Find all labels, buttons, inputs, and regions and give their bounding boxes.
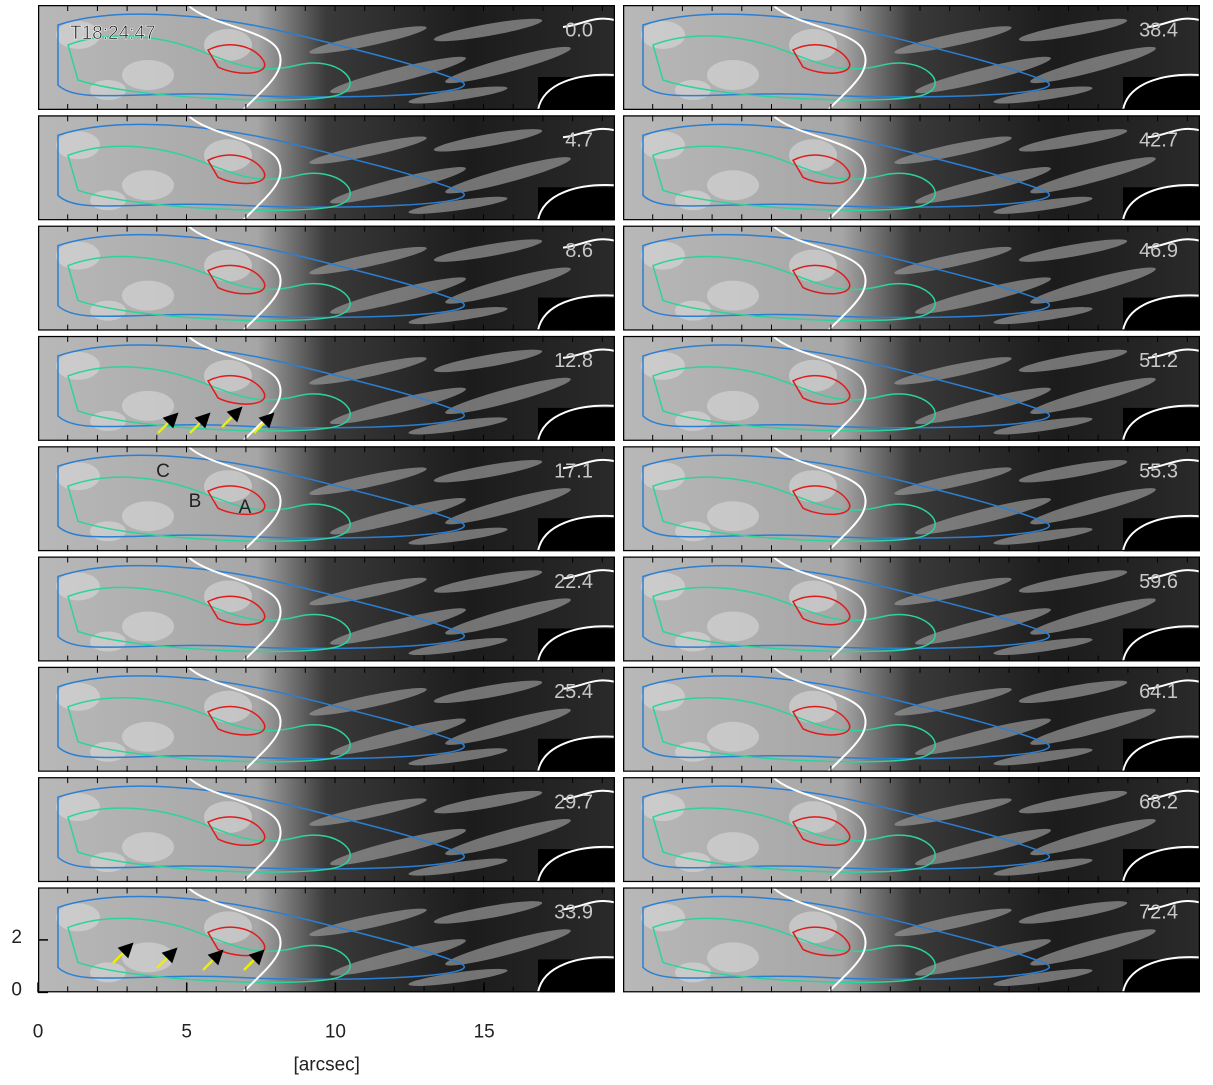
time-label: 59.6 [1139,571,1178,593]
time-label: 4.7 [565,130,593,152]
region-label: C [156,461,170,482]
time-label: 46.9 [1139,240,1178,262]
time-label: 33.9 [554,902,593,924]
time-label: 17.1 [554,460,593,482]
image-panel [623,5,1203,112]
y-tick-label: 0 [11,979,22,1000]
time-label: 22.4 [554,571,593,593]
time-label: 25.4 [554,681,593,703]
image-panel [38,557,618,664]
time-label: 8.6 [565,240,593,262]
time-label: 64.1 [1139,681,1178,703]
image-panel [623,557,1203,664]
region-label: A [239,497,252,518]
x-tick-label: 15 [474,1021,495,1042]
time-label: 68.2 [1139,791,1178,813]
image-panel [38,446,618,553]
image-panel [38,5,618,112]
image-panel [38,336,618,443]
image-panel [38,115,618,222]
region-label: B [189,491,202,512]
time-label: 72.4 [1139,902,1178,924]
x-tick-label: 10 [325,1021,346,1042]
time-label: 12.8 [554,350,593,372]
x-axis-label: [arcsec] [293,1054,360,1075]
time-label: 42.7 [1139,130,1178,152]
image-panel [623,667,1203,774]
image-panel [623,777,1203,884]
image-panel [38,667,618,774]
image-panel [38,777,618,884]
image-panel [623,336,1203,443]
y-tick-label: 2 [11,927,22,948]
figure: 0.0 4.7 8.6 12.8 17.1 22.4 25.4 29.7 33.9 38.4 42.… [0,0,1213,1080]
x-tick-label: 0 [33,1021,44,1042]
timestamp: T18:24:47 [70,23,156,44]
image-panel [623,115,1203,222]
image-panel [38,887,618,994]
x-tick-label: 5 [181,1021,192,1042]
image-panel [623,446,1203,553]
time-label: 51.2 [1139,350,1178,372]
image-panel [38,226,618,333]
image-panel [623,887,1203,994]
time-label: 55.3 [1139,460,1178,482]
time-label: 0.0 [565,19,593,41]
time-label: 29.7 [554,791,593,813]
time-label: 38.4 [1139,19,1178,41]
image-panel [623,226,1203,333]
